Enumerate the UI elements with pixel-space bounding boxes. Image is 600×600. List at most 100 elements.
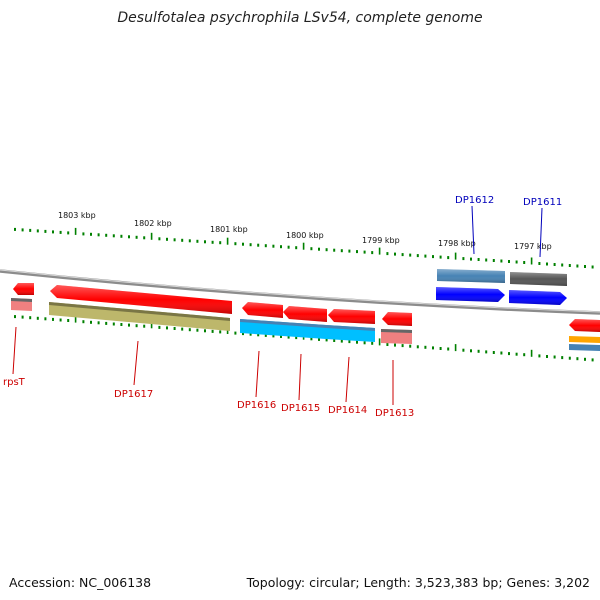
minor-tick [508,352,510,356]
minor-tick [546,355,548,358]
minor-tick [249,243,252,247]
minor-tick [424,254,427,258]
minor-tick [295,336,298,340]
leader-DP1612 [471,205,475,255]
minor-tick [219,241,222,245]
minor-tick [348,249,351,253]
minor-tick [173,238,176,242]
kbp-label-1800: 1800 kbp [286,231,324,240]
minor-tick [340,249,343,253]
feature-DP1613-lower[interactable] [381,329,412,344]
minor-tick [128,323,130,327]
gene-DP1617[interactable] [50,285,232,314]
minor-tick [59,318,62,322]
minor-tick [386,343,389,346]
genome-backbone-highlight [0,269,600,313]
gene-DP1611-feature[interactable] [510,272,567,286]
minor-tick [356,250,358,254]
minor-tick [546,262,548,266]
minor-tick [181,327,184,331]
label-rpsT[interactable]: rpsT [3,377,26,388]
label-DP1617[interactable]: DP1617 [114,389,153,400]
minor-tick [67,231,70,235]
gene-DP1614[interactable] [328,309,375,324]
kbp-label-1799: 1799 kbp [362,236,400,245]
gene-rpsT[interactable] [13,283,34,295]
gene-DP1612-feature[interactable] [437,269,505,283]
minor-tick [120,234,123,238]
minor-tick [576,264,579,268]
minor-tick [416,254,419,258]
minor-tick [584,265,586,268]
feature-DP1616-lower[interactable] [240,319,326,339]
minor-tick [36,316,39,320]
label-DP1616[interactable]: DP1616 [237,400,276,411]
minor-tick [120,323,123,326]
minor-tick [447,347,450,351]
minor-tick [492,259,495,262]
leader-DP1617 [133,340,139,386]
minor-tick [166,326,168,330]
major-tick [150,321,153,329]
accession-text: Accession: NC_006138 [9,575,152,590]
gene-DP1612-arrow[interactable] [436,287,505,302]
minor-tick [363,250,366,254]
minor-tick [264,333,267,337]
minor-tick [553,263,556,266]
minor-tick [591,265,594,269]
minor-tick [211,329,214,333]
feature-rpsT-lower[interactable] [11,298,32,311]
minor-tick [561,356,564,360]
minor-tick [447,256,450,260]
minor-tick [264,244,267,248]
label-DP1611[interactable]: DP1611 [523,197,562,208]
minor-tick [325,338,328,342]
minor-tick [257,243,260,247]
leader-rpsT [12,326,17,375]
minor-tick [394,343,396,347]
minor-tick [333,248,336,252]
minor-tick [477,349,480,353]
feature-DP1614-lower[interactable] [326,325,375,342]
minor-tick [424,345,427,349]
minor-tick [568,356,571,360]
kbp-label-1798: 1798 kbp [438,239,476,248]
major-tick [302,242,305,250]
minor-tick [143,324,146,328]
minor-tick [211,240,214,244]
minor-tick [363,341,366,345]
minor-tick [386,252,389,256]
minor-tick [470,257,472,261]
minor-tick [409,344,412,348]
label-DP1615[interactable]: DP1615 [281,403,320,414]
minor-tick [59,230,62,234]
gene-DP1611-arrow[interactable] [509,290,567,305]
gene-DP1613[interactable] [382,312,412,326]
minor-tick [29,316,32,320]
minor-tick [287,335,290,339]
minor-tick [462,257,465,261]
feature-right-orange[interactable] [569,336,600,351]
label-DP1614[interactable]: DP1614 [328,405,367,416]
leader-DP1616 [255,350,260,398]
gene-DP1610-partial[interactable] [569,319,600,332]
leader-DP1611 [539,207,543,258]
minor-tick [188,239,191,243]
gene-DP1616[interactable] [242,302,283,318]
gene-DP1615[interactable] [283,306,327,322]
label-DP1613[interactable]: DP1613 [375,408,414,419]
minor-tick [249,332,252,336]
minor-tick [135,235,138,239]
minor-tick [416,345,419,349]
major-tick [378,338,381,346]
minor-tick [90,232,92,236]
minor-tick [394,252,396,256]
label-DP1612[interactable]: DP1612 [455,195,494,206]
minor-tick [591,358,594,362]
minor-tick [523,261,526,264]
feature-DP1617-lower[interactable] [49,302,230,331]
minor-tick [158,237,161,241]
minor-tick [492,351,495,354]
minor-tick [97,233,100,237]
minor-tick [409,253,412,257]
